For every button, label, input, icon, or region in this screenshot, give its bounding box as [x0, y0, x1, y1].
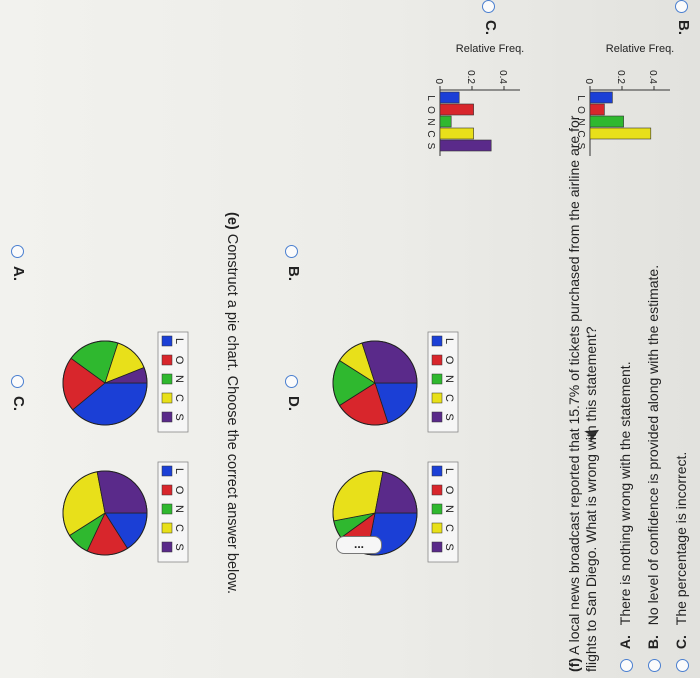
legend-swatch-N [161, 373, 173, 385]
bar-S [439, 139, 492, 152]
option-c-letter: C. [482, 20, 499, 35]
bar-O [589, 103, 605, 116]
legend-label-L: L [173, 338, 185, 344]
bar-N [589, 115, 624, 128]
option-b-pie-letter: B. [285, 266, 302, 281]
option-a-letter: A. [10, 266, 27, 281]
legend-swatch-N [431, 373, 443, 385]
legend-swatch-N [161, 503, 173, 515]
option-c-radio[interactable] [482, 0, 495, 13]
x-tick-label: L [575, 95, 586, 101]
x-tick-label: C [575, 130, 586, 137]
pie-chart-b: L O N C S [332, 331, 459, 433]
legend-label-N: N [173, 505, 185, 513]
y-tick-label: 0.2 [465, 70, 476, 84]
option-b-letter: B. [675, 20, 692, 35]
legend-swatch-L [161, 465, 173, 477]
legend-swatch-O [161, 354, 173, 366]
legend-label-L: L [173, 468, 185, 474]
legend-label-C: C [173, 394, 185, 402]
legend-swatch-O [161, 484, 173, 496]
option-b-pie-radio[interactable] [285, 245, 298, 258]
legend-swatch-L [431, 335, 443, 347]
legend-label-S: S [443, 543, 455, 550]
option-b-radio[interactable] [675, 0, 688, 13]
x-tick-label: C [425, 130, 436, 137]
legend-swatch-O [431, 484, 443, 496]
pie-outline [332, 340, 418, 426]
legend-label-C: C [443, 394, 455, 402]
legend-swatch-S [161, 541, 173, 553]
pie-slice-S [374, 471, 418, 514]
x-tick-label: L [425, 95, 436, 101]
legend-label-N: N [443, 375, 455, 383]
x-tick-label: N [425, 118, 436, 125]
x-tick-label: O [575, 106, 586, 114]
bar-L [439, 91, 460, 104]
legend-label-O: O [443, 486, 455, 495]
legend-label-O: O [173, 356, 185, 365]
legend-swatch-O [431, 354, 443, 366]
legend-swatch-C [161, 392, 173, 404]
option-d-pie-radio[interactable] [285, 375, 298, 388]
x-tick-label: O [425, 106, 436, 114]
legend-swatch-C [161, 522, 173, 534]
legend-label-S: S [443, 413, 455, 420]
legend-swatch-S [161, 411, 173, 423]
part-e-question: (e) Construct a pie chart. Choose the co… [224, 212, 240, 594]
y-tick-label: 0.4 [497, 70, 508, 84]
part-e-text: Construct a pie chart. Choose the correc… [224, 233, 240, 595]
legend-swatch-N [431, 503, 443, 515]
legend-swatch-L [161, 335, 173, 347]
y-tick-label: 0 [433, 78, 444, 84]
more-button[interactable]: ... [336, 536, 382, 554]
y-tick-label: 0 [583, 78, 594, 84]
bar-L [589, 91, 613, 104]
legend-swatch-C [431, 392, 443, 404]
pie-chart-d: L O N C S [332, 461, 459, 563]
option-d-pie-letter: D. [285, 396, 302, 411]
legend-swatch-S [431, 541, 443, 553]
y-axis-label: Relative Freq. [456, 43, 524, 55]
y-tick-label: 0.2 [615, 70, 626, 84]
y-axis-label: Relative Freq. [606, 43, 674, 55]
x-tick-label: N [575, 118, 586, 125]
bar-N [439, 115, 452, 128]
bar-C [439, 127, 474, 140]
legend-label-O: O [443, 356, 455, 365]
bar-O [439, 103, 474, 116]
bar-C [589, 127, 652, 140]
pie-chart-c: L O N C S [62, 461, 189, 563]
legend-swatch-S [431, 411, 443, 423]
x-tick-label: S [425, 143, 436, 150]
legend-label-S: S [173, 543, 185, 550]
mouse-cursor-icon: ➤ [579, 420, 606, 448]
pie-outline [62, 470, 148, 556]
legend-label-C: C [173, 524, 185, 532]
pie-chart-a: L O N C S [62, 331, 189, 433]
legend-label-S: S [173, 413, 185, 420]
legend-label-N: N [173, 375, 185, 383]
legend-label-L: L [443, 468, 455, 474]
pie-outline [332, 470, 418, 556]
legend-label-O: O [173, 486, 185, 495]
option-c-pie-radio[interactable] [11, 375, 24, 388]
y-tick-label: 0.4 [647, 70, 658, 84]
pie-outline [62, 340, 148, 426]
legend-label-N: N [443, 505, 455, 513]
legend-label-C: C [443, 524, 455, 532]
part-e-label: (e) [224, 212, 240, 230]
pie-slice-S [96, 470, 148, 514]
legend-label-L: L [443, 338, 455, 344]
legend-swatch-C [431, 522, 443, 534]
legend-swatch-L [431, 465, 443, 477]
x-tick-label: S [575, 143, 586, 150]
option-c-pie-letter: C. [10, 396, 27, 411]
option-a-radio[interactable] [11, 245, 24, 258]
